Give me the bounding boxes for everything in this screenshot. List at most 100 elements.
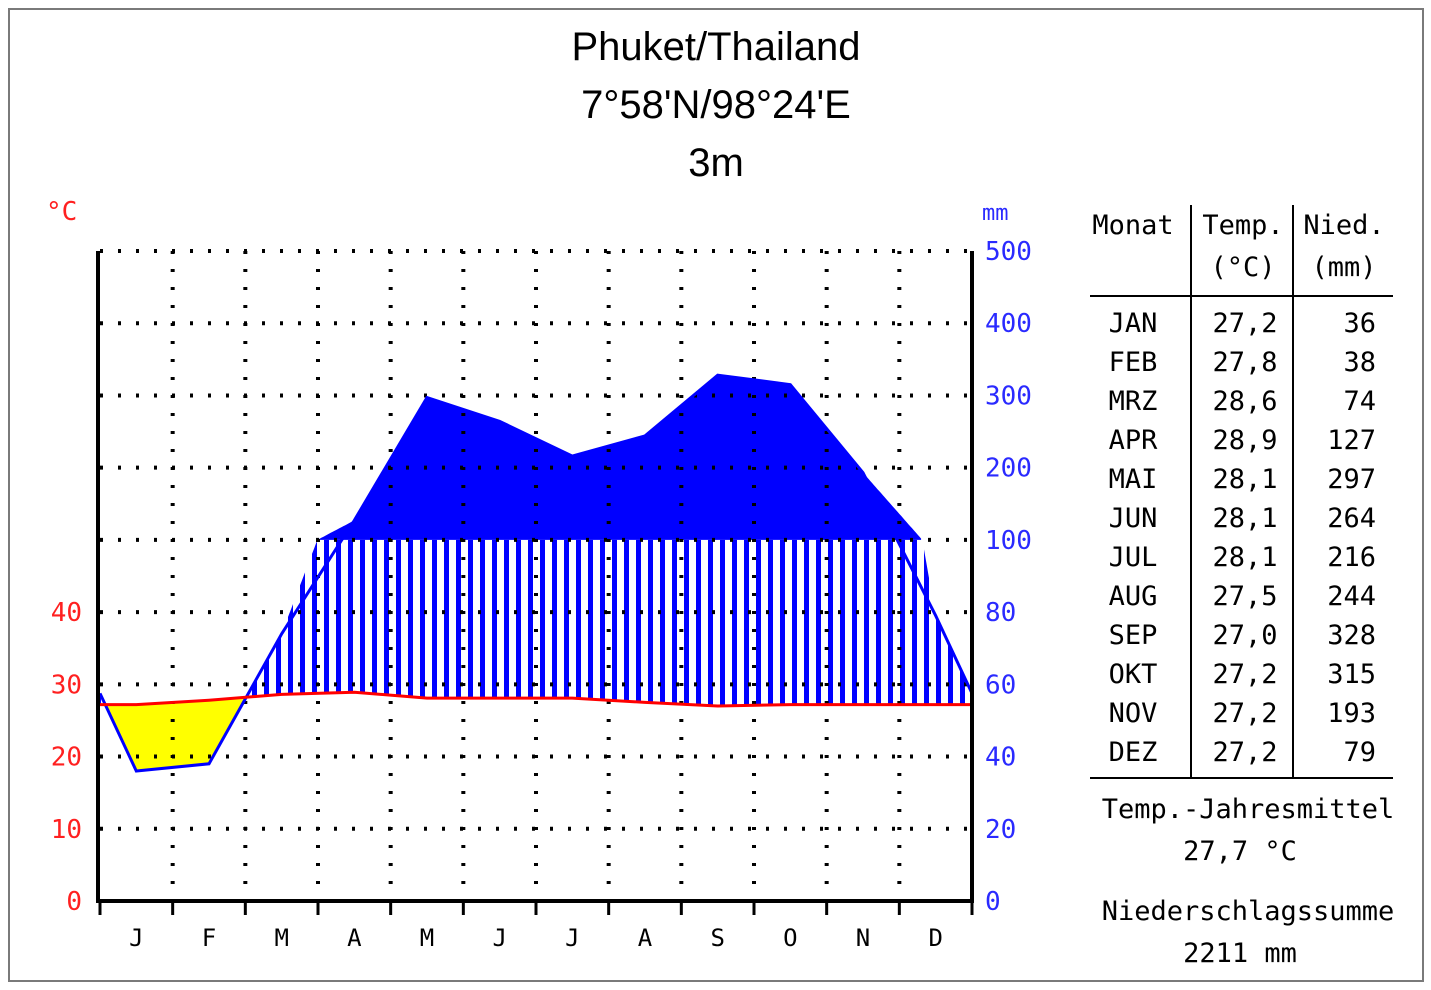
month-label: D — [928, 924, 942, 952]
table-rows: JAN 27,2 36 FEB 27,8 38 MRZ 28,6 74 APR 28,9 127 MAI… — [1109, 308, 1376, 768]
arid-area — [105, 697, 246, 771]
diagram-frame — [8, 8, 1424, 982]
table-row: DEZ 27,2 79 — [1109, 737, 1376, 768]
climate-table: Monat Temp. (°C) Nied. (mm) JAN 27,2 36 FEB… — [1090, 205, 1394, 969]
precip-tick-label: 300 — [985, 381, 1032, 411]
summary-temp-value: 27,7 °C — [1183, 836, 1297, 867]
month-label: M — [420, 924, 434, 952]
summary-precip-value: 2211 mm — [1183, 938, 1297, 969]
table-row: MAI 28,1 297 — [1109, 464, 1376, 495]
table-cell-precip: 244 — [1327, 581, 1376, 612]
table-header-temp-unit: (°C) — [1210, 252, 1275, 283]
month-label: A — [638, 924, 653, 952]
table-cell-precip: 127 — [1327, 425, 1376, 456]
table-row: JAN 27,2 36 — [1109, 308, 1376, 339]
table-row: NOV 27,2 193 — [1109, 698, 1376, 729]
precip-unit-label: mm — [982, 201, 1009, 226]
table-cell-month: OKT — [1109, 659, 1158, 690]
axes — [96, 251, 974, 915]
table-cell-precip: 38 — [1343, 347, 1376, 378]
table-cell-temp: 27,8 — [1212, 347, 1277, 378]
table-cell-precip: 74 — [1343, 386, 1376, 417]
month-label: N — [856, 924, 870, 952]
table-cell-precip: 297 — [1327, 464, 1376, 495]
summary-precip-label: Niederschlagssumme — [1102, 896, 1395, 927]
series-lines — [98, 373, 974, 773]
table-row: FEB 27,8 38 — [1109, 347, 1376, 378]
chart-title-elevation: 3m — [688, 141, 744, 185]
precip-tick-label: 100 — [985, 526, 1032, 556]
table-cell-temp: 28,6 — [1212, 386, 1277, 417]
table-cell-temp: 27,2 — [1212, 308, 1277, 339]
table-row: APR 28,9 127 — [1109, 425, 1376, 456]
arid-area-shape — [105, 697, 246, 771]
table-cell-temp: 27,5 — [1212, 581, 1277, 612]
precip-tick-label: 40 — [985, 743, 1016, 773]
precip-tick-label: 20 — [985, 815, 1016, 845]
precip-tick-label: 60 — [985, 670, 1016, 700]
table-cell-temp: 27,2 — [1212, 698, 1277, 729]
table-cell-temp: 27,0 — [1212, 620, 1277, 651]
table-cell-month: JUL — [1109, 542, 1158, 573]
month-label: J — [565, 924, 579, 952]
month-label: J — [492, 924, 506, 952]
grid — [100, 249, 972, 901]
table-row: SEP 27,0 328 — [1109, 620, 1376, 651]
table-cell-precip: 36 — [1343, 308, 1376, 339]
month-label: A — [347, 924, 362, 952]
month-label: O — [783, 924, 797, 952]
table-cell-temp: 28,9 — [1212, 425, 1277, 456]
table-cell-month: APR — [1109, 425, 1159, 456]
precip-tick-label: 400 — [985, 309, 1032, 339]
table-cell-precip: 315 — [1327, 659, 1376, 690]
table-cell-precip: 328 — [1327, 620, 1376, 651]
chart-title-location: Phuket/Thailand — [571, 25, 860, 69]
month-label: M — [274, 924, 288, 952]
table-header-precip: Nied. — [1303, 210, 1384, 241]
table-header-precip-unit: (mm) — [1311, 252, 1376, 283]
precip-tick-label: 0 — [985, 887, 1001, 917]
table-row: OKT 27,2 315 — [1109, 659, 1376, 690]
table-header-temp: Temp. — [1202, 210, 1283, 241]
table-cell-precip: 264 — [1327, 503, 1376, 534]
table-cell-month: MRZ — [1109, 386, 1158, 417]
temp-tick-label: 40 — [51, 598, 82, 628]
table-cell-month: JUN — [1109, 503, 1158, 534]
perhumid-area — [318, 375, 922, 540]
temp-line — [100, 690, 972, 708]
month-label: S — [710, 924, 724, 952]
precip-tick-label: 80 — [985, 598, 1016, 628]
table-cell-temp: 28,1 — [1212, 464, 1277, 495]
table-cell-precip: 216 — [1327, 542, 1376, 573]
humid-area-shape — [247, 539, 972, 706]
table-cell-month: JAN — [1109, 308, 1158, 339]
month-label: F — [202, 924, 216, 952]
table-cell-precip: 79 — [1343, 737, 1376, 768]
precip-tick-label: 500 — [985, 237, 1032, 267]
table-cell-month: NOV — [1109, 698, 1158, 729]
temp-tick-label: 10 — [51, 815, 82, 845]
chart-title-coordinates: 7°58'N/98°24'E — [581, 83, 851, 127]
perhumid-area-shape — [318, 375, 922, 540]
table-cell-month: MAI — [1109, 464, 1158, 495]
table-cell-month: FEB — [1109, 347, 1158, 378]
table-cell-temp: 28,1 — [1212, 503, 1277, 534]
table-cell-month: SEP — [1109, 620, 1158, 651]
precip-tick-label: 200 — [985, 454, 1032, 484]
temp-tick-label: 20 — [51, 743, 82, 773]
temp-unit-label: °C — [46, 197, 77, 227]
month-label: J — [129, 924, 143, 952]
summary-temp-label: Temp.-Jahresmittel — [1102, 794, 1395, 825]
table-header-month: Monat — [1092, 210, 1173, 241]
humid-area — [100, 539, 972, 706]
table-cell-temp: 27,2 — [1212, 737, 1277, 768]
table-cell-precip: 193 — [1327, 698, 1376, 729]
table-row: JUN 28,1 264 — [1109, 503, 1376, 534]
temp-tick-label: 30 — [51, 670, 82, 700]
table-row: AUG 27,5 244 — [1109, 581, 1376, 612]
table-cell-month: AUG — [1109, 581, 1158, 612]
temp-tick-label: 0 — [66, 887, 82, 917]
precip-line — [98, 373, 974, 773]
